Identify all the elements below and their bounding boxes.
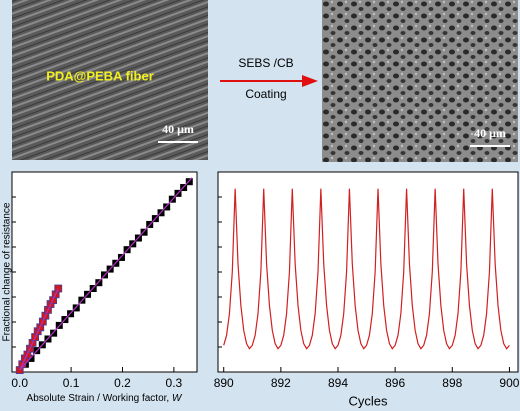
y-axis-label: Fractional change of resistance [2,202,13,341]
x-tick-label: 896 [385,376,405,390]
x-tick-label: 0.1 [63,376,80,390]
x-axis-symbol: W [172,393,183,404]
x-tick-label: 894 [328,376,348,390]
data-line [223,188,510,350]
arrow-label: SEBS /CB [238,56,293,70]
x-tick-label: 0.0 [11,376,28,390]
scale-label: 40 μm [474,126,506,140]
data-point [50,329,58,337]
arrow-head [302,75,318,87]
x-axis-label-text: Absolute Strain / Working factor, [27,393,170,404]
data-line [19,288,59,371]
x-axis-label: Absolute Strain / Working factor, W [27,393,183,404]
x-tick-label: 898 [442,376,462,390]
x-axis-label: Cycles [348,393,388,408]
arrow-label: Coating [245,87,286,101]
data-point [117,253,125,261]
scale-label: 40 μm [162,122,194,136]
x-tick-label: 0.3 [166,376,183,390]
data-point [140,228,148,236]
x-tick-label: 892 [271,376,291,390]
data-point [95,279,103,287]
data-point [185,178,193,186]
data-point [163,203,171,211]
scale-bar [470,145,510,147]
x-tick-label: 0.2 [114,376,131,390]
x-tick-label: 900 [499,376,519,390]
x-tick-label: 890 [214,376,234,390]
scale-bar [158,141,198,143]
data-line [19,177,193,371]
sem-image-fiber [12,0,208,160]
sem-image-coated [322,0,518,162]
image-label: PDA@PEBA fiber [46,68,154,83]
data-point [72,304,80,312]
